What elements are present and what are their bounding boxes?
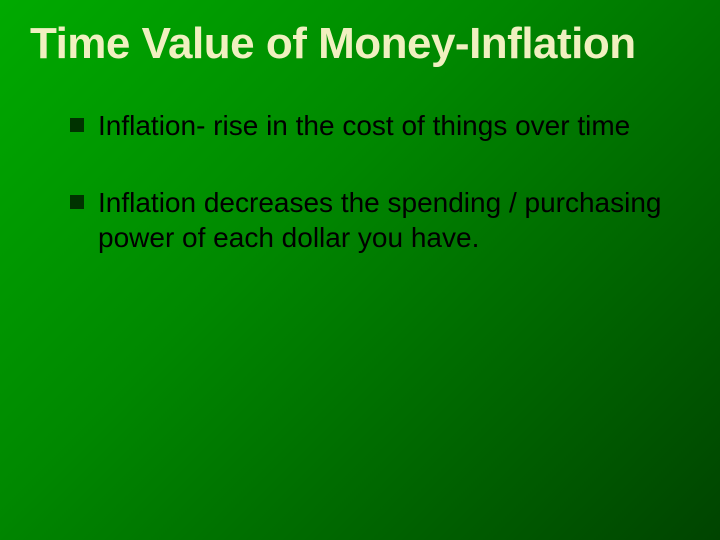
bullet-marker-icon xyxy=(70,118,84,132)
list-item: Inflation decreases the spending / purch… xyxy=(70,185,690,255)
slide: Time Value of Money-Inflation Inflation-… xyxy=(0,0,720,540)
list-item: Inflation- rise in the cost of things ov… xyxy=(70,108,690,143)
slide-title: Time Value of Money-Inflation xyxy=(30,20,690,68)
bullet-text: Inflation- rise in the cost of things ov… xyxy=(98,108,690,143)
bullet-text: Inflation decreases the spending / purch… xyxy=(98,185,690,255)
bullet-list: Inflation- rise in the cost of things ov… xyxy=(30,108,690,255)
bullet-marker-icon xyxy=(70,195,84,209)
